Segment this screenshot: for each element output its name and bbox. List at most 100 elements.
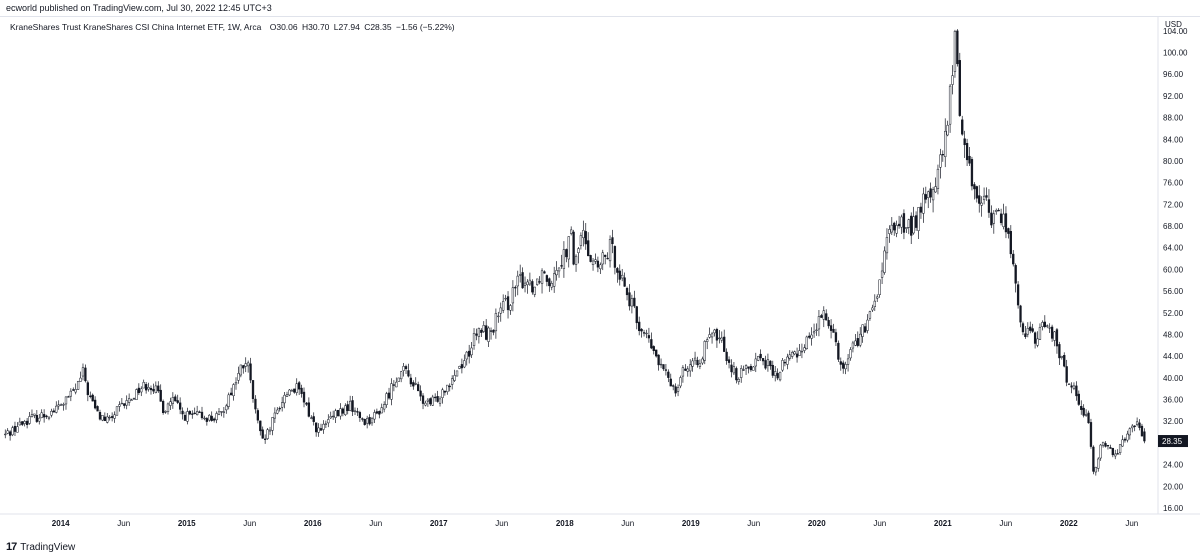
candle-body: [144, 384, 148, 391]
candle-body: [815, 329, 818, 331]
candle-body: [1080, 406, 1083, 410]
price-chart[interactable]: USD 104.00 100.00 96.00 92.00 88.00 84.00 80.00…: [0, 16, 1200, 540]
candle-body: [713, 329, 716, 334]
candle-body: [417, 384, 420, 392]
candle-body: [1082, 407, 1085, 416]
candle-body: [538, 281, 541, 283]
candle-body: [123, 403, 126, 406]
y-tick-label: 20.00: [1163, 482, 1184, 491]
candle-body: [873, 300, 876, 307]
candle-body: [723, 336, 726, 352]
candle-body: [157, 385, 160, 392]
candle-body: [1021, 323, 1025, 333]
candle-body: [353, 410, 357, 412]
candle-body: [1140, 425, 1144, 437]
candle-body: [747, 366, 750, 369]
x-tick-label: Jun: [243, 519, 256, 528]
candle-body: [118, 404, 121, 407]
candle-body: [1012, 253, 1015, 265]
candle-body: [907, 219, 910, 228]
candle-body: [249, 363, 252, 381]
candle-body: [1138, 422, 1141, 428]
y-tick-label: 32.00: [1163, 417, 1184, 426]
candle-body: [441, 389, 444, 398]
candle-body: [681, 367, 685, 377]
candle-body: [562, 249, 566, 269]
tradingview-logo[interactable]: 17 TradingView: [6, 541, 75, 553]
candle-body: [672, 385, 675, 387]
candle-body: [927, 191, 930, 199]
candle-body: [436, 396, 439, 402]
candle-body: [336, 409, 340, 416]
candle-body: [1114, 453, 1117, 457]
candle-body: [322, 423, 325, 430]
y-tick-label: 48.00: [1163, 330, 1184, 339]
candle-body: [458, 366, 461, 369]
candle-body: [305, 402, 308, 405]
y-tick-label: 80.00: [1163, 157, 1184, 166]
candle-body: [589, 255, 592, 262]
candle-body: [1084, 414, 1088, 416]
candle-body: [825, 313, 828, 321]
candle-body: [195, 411, 199, 416]
candle-body: [778, 371, 782, 381]
candle-body: [987, 199, 991, 213]
candle-body: [237, 373, 240, 381]
candle-body: [492, 329, 495, 333]
candle-body: [239, 364, 243, 376]
y-tick-label: 72.00: [1163, 200, 1184, 209]
symbol-title[interactable]: KraneShares Trust KraneShares CSI China …: [10, 22, 262, 32]
candle-body: [89, 395, 92, 397]
candle-body: [613, 246, 617, 268]
candle-body: [55, 405, 58, 413]
candle-body: [499, 307, 502, 314]
candle-body: [511, 287, 515, 304]
candle-body: [424, 402, 427, 406]
candle-body: [181, 410, 184, 415]
candle-body: [1033, 332, 1037, 344]
candle-body: [885, 237, 889, 254]
publisher-info: ecworld published on TradingView.com, Ju…: [6, 3, 272, 13]
candle-body: [1099, 444, 1102, 459]
candle-body: [502, 301, 505, 311]
candle-body: [645, 332, 648, 335]
candle-body: [895, 225, 898, 234]
candle-body: [540, 270, 544, 284]
candle-body: [905, 227, 908, 229]
candle-body: [1094, 466, 1097, 473]
candle-body: [108, 416, 111, 419]
x-tick-label: 2019: [682, 519, 700, 528]
candle-body: [130, 399, 133, 401]
candle-body: [13, 425, 17, 432]
candle-body: [574, 255, 578, 265]
candle-body: [234, 382, 238, 385]
candle-body: [846, 358, 850, 365]
candle-body: [902, 213, 906, 233]
candle-body: [608, 239, 612, 262]
candle-body: [579, 235, 583, 246]
candle-body: [358, 412, 362, 418]
candle-body: [941, 154, 944, 156]
candle-body: [497, 315, 500, 318]
candle-body: [186, 411, 189, 422]
x-tick-label: 2021: [934, 519, 952, 528]
candle-body: [958, 60, 961, 116]
candle-body: [407, 370, 410, 377]
candle-body: [18, 421, 21, 426]
y-tick-label: 52.00: [1163, 309, 1184, 318]
candle-body: [667, 371, 670, 378]
candle-body: [285, 394, 289, 397]
candle-body: [30, 414, 34, 417]
candle-body: [876, 296, 879, 299]
candle-body: [919, 206, 923, 213]
candle-body: [752, 366, 755, 371]
candle-body: [1097, 458, 1100, 469]
candle-body: [856, 338, 859, 346]
candle-body: [385, 393, 388, 405]
y-tick-label: 88.00: [1163, 114, 1184, 123]
candle-body: [946, 124, 949, 136]
candle-body: [465, 351, 468, 360]
candle-body: [312, 416, 315, 422]
candle-body: [351, 400, 354, 412]
